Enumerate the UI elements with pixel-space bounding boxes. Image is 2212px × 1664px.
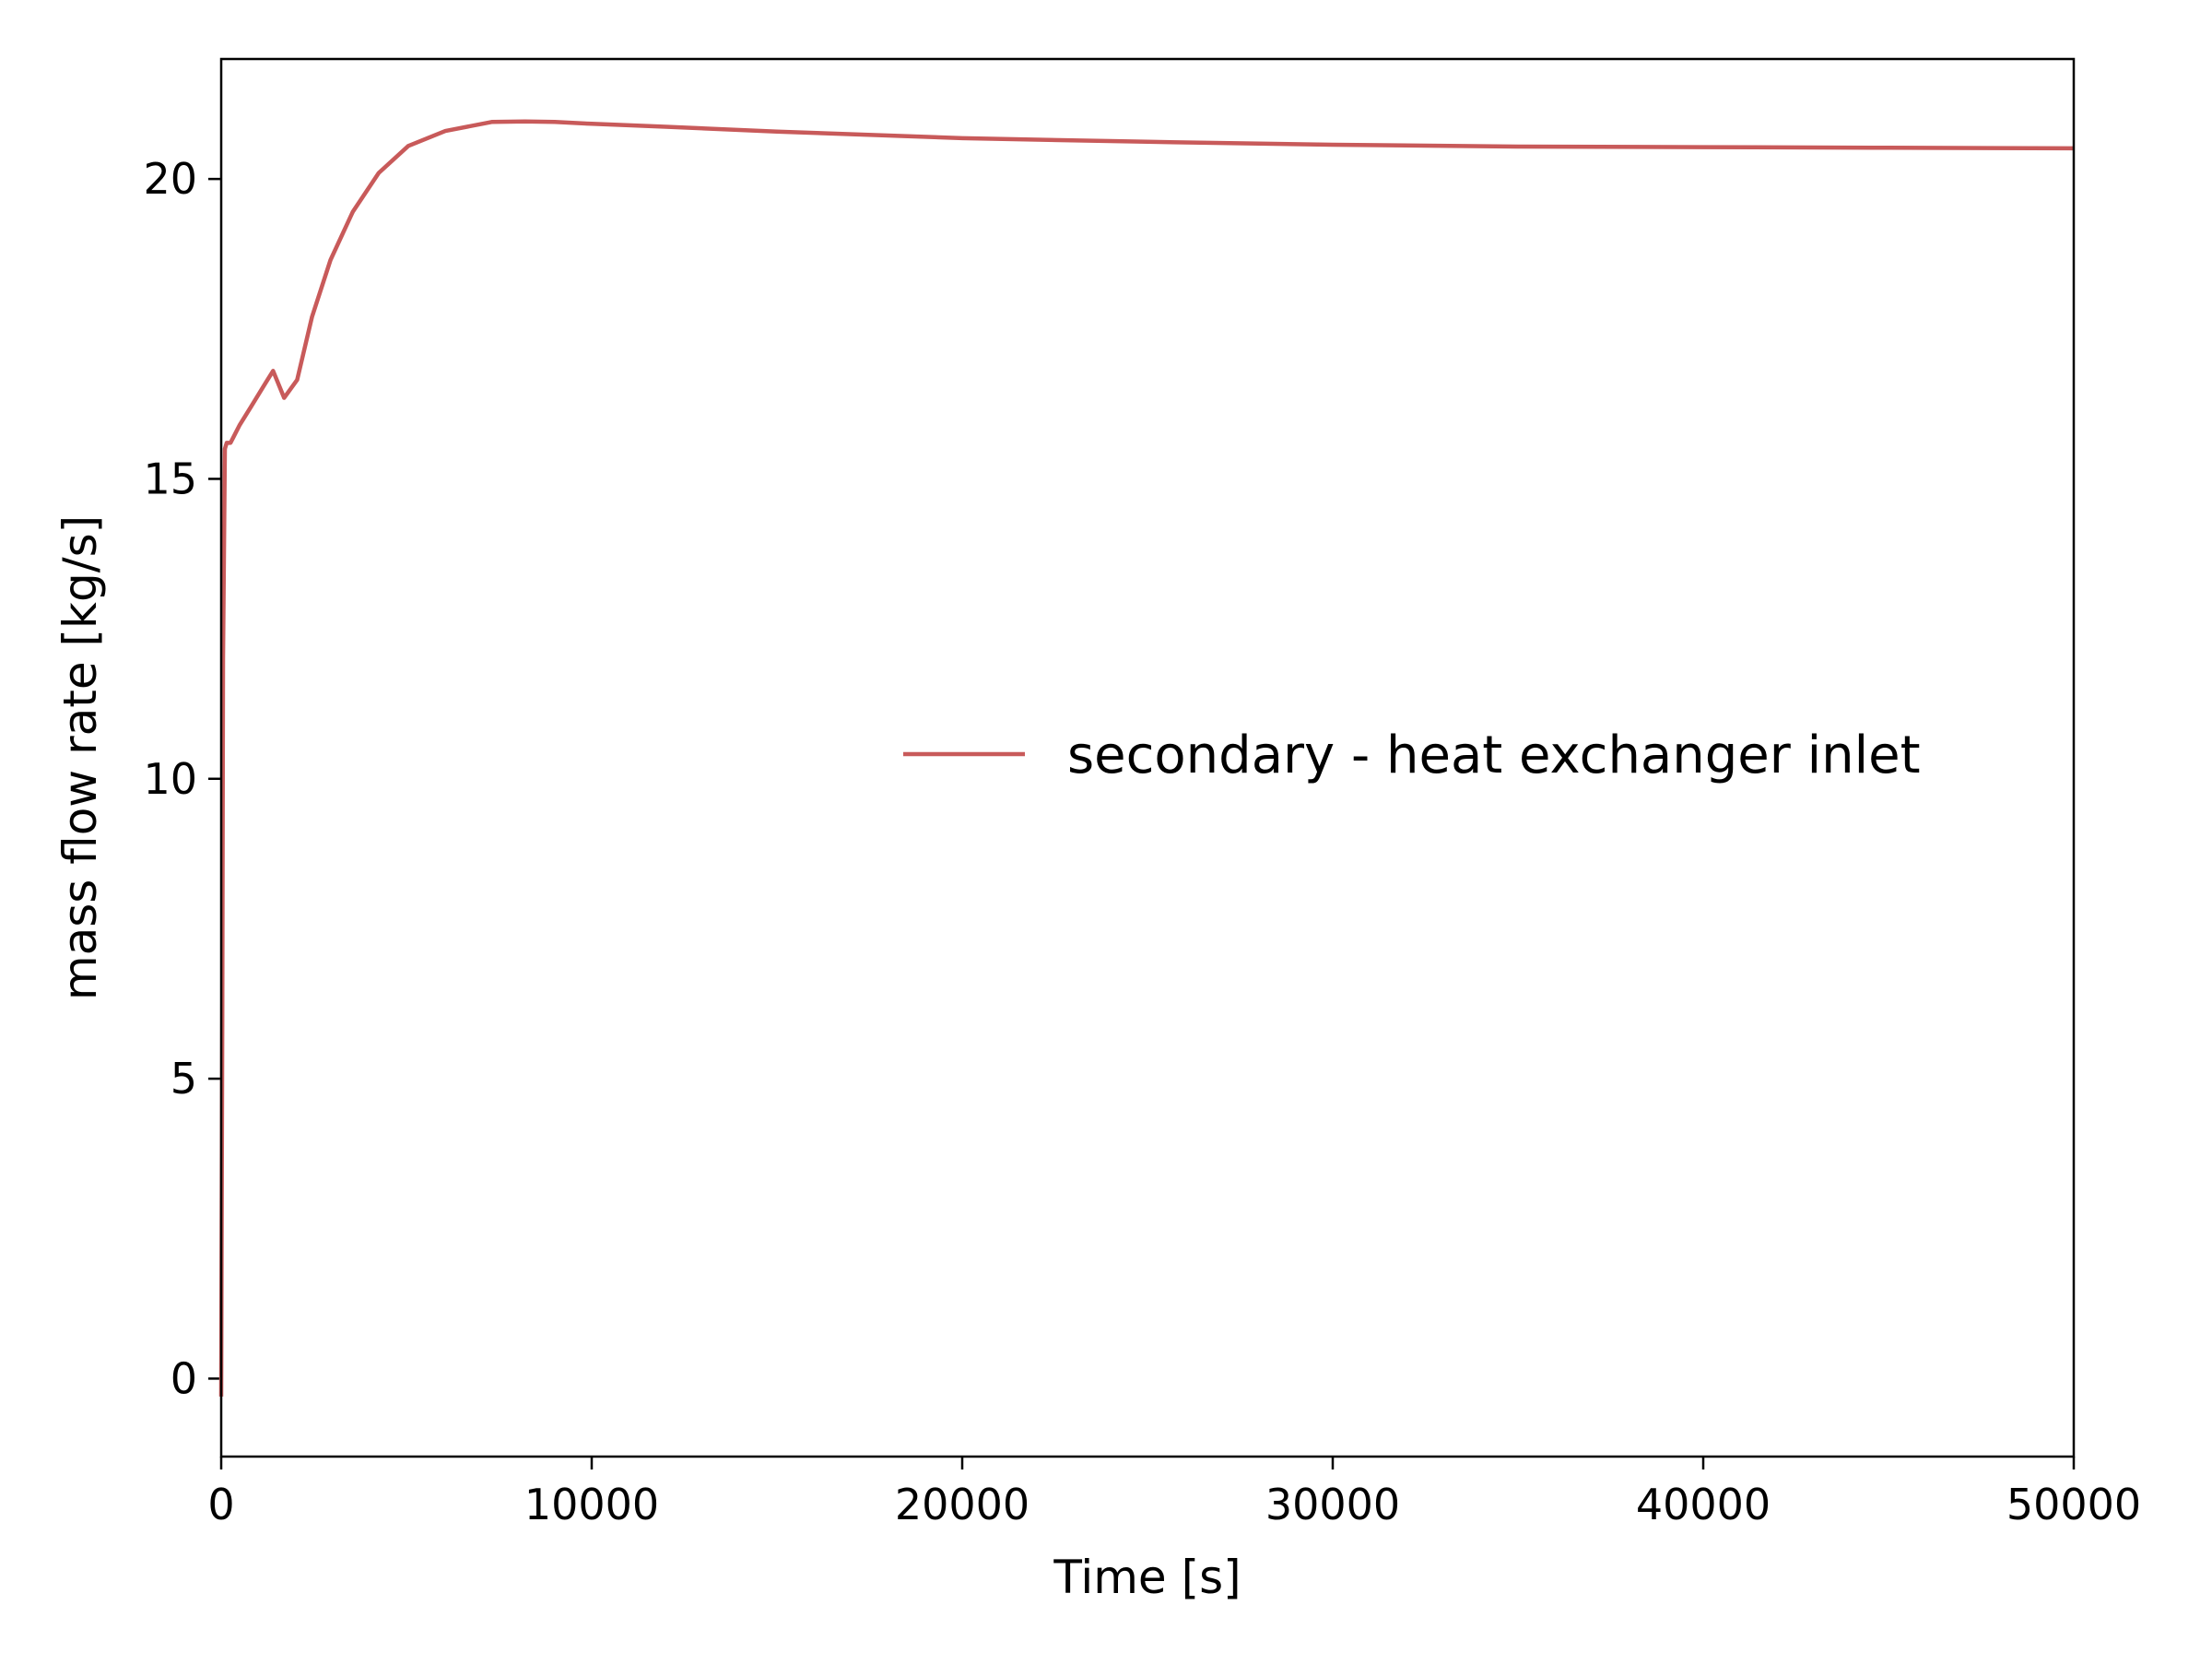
x-tick-label: 30000 — [1265, 1480, 1400, 1529]
series-layer — [218, 119, 2075, 1397]
y-tick-label: 5 — [171, 1054, 197, 1103]
y-tick-label: 20 — [143, 154, 197, 204]
y-tick-label: 0 — [171, 1353, 197, 1403]
ticks-layer: 0 10000 20000 30000 40000 50000 0 5 10 15 20 — [143, 154, 2141, 1529]
legend-label: secondary - heat exchanger inlet — [1067, 726, 1921, 785]
y-tick-label: 15 — [143, 454, 197, 503]
x-tick-label: 40000 — [1636, 1480, 1771, 1529]
x-tick-label: 10000 — [524, 1480, 659, 1529]
x-tick-label: 0 — [207, 1480, 234, 1529]
x-axis-label: Time [s] — [1053, 1551, 1241, 1604]
series-line-0 — [218, 119, 2075, 1397]
x-tick-label: 20000 — [895, 1480, 1030, 1529]
x-tick-label: 50000 — [2006, 1480, 2141, 1529]
plot-frame — [219, 57, 2076, 1458]
legend: secondary - heat exchanger inlet — [903, 726, 1921, 785]
y-axis-label: mass flow rate [kg/s] — [53, 515, 107, 1000]
y-tick-label: 10 — [143, 754, 197, 804]
